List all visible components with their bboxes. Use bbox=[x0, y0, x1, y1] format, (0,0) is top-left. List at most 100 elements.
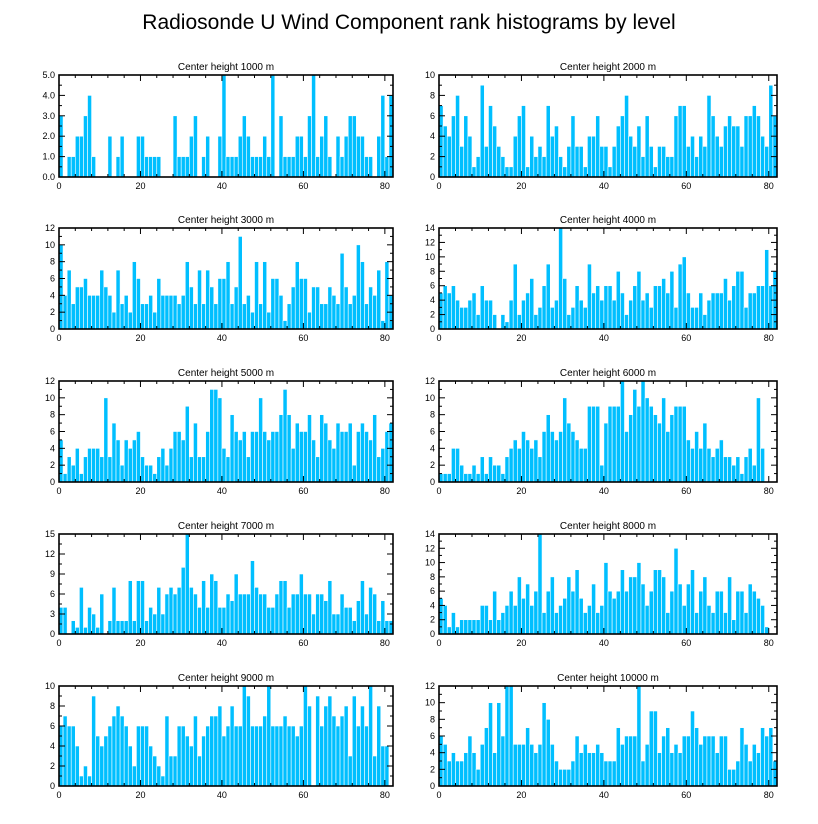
bar bbox=[79, 286, 84, 330]
bar bbox=[636, 685, 642, 787]
bar bbox=[562, 278, 568, 330]
bar bbox=[282, 580, 288, 635]
bar bbox=[176, 431, 182, 483]
bar bbox=[731, 285, 737, 330]
bar bbox=[467, 473, 473, 483]
bar bbox=[241, 431, 247, 483]
bar bbox=[221, 607, 227, 635]
bar bbox=[484, 146, 489, 178]
bar bbox=[558, 431, 563, 483]
y-tick-label: 2 bbox=[430, 615, 435, 625]
bar bbox=[661, 146, 667, 178]
bar bbox=[677, 583, 683, 635]
bar bbox=[347, 755, 353, 787]
bar bbox=[262, 593, 268, 635]
bar bbox=[103, 735, 109, 787]
bar bbox=[566, 422, 572, 483]
panel-3: Center height 3000 m 0 20 40 60 80 0 2 4 6 8 10 12 bbox=[45, 215, 394, 343]
bar bbox=[451, 285, 456, 330]
bar bbox=[562, 769, 568, 787]
bar bbox=[751, 590, 757, 635]
bar bbox=[168, 295, 174, 330]
x-tick-label: 0 bbox=[56, 638, 61, 648]
bar bbox=[193, 715, 198, 787]
bar bbox=[694, 156, 699, 178]
bar bbox=[739, 727, 745, 787]
bar bbox=[529, 605, 535, 635]
bar bbox=[525, 292, 530, 330]
bar bbox=[455, 626, 460, 635]
bar bbox=[380, 448, 386, 483]
bar bbox=[492, 125, 498, 178]
bar bbox=[95, 448, 101, 483]
bar bbox=[360, 422, 365, 483]
bar bbox=[636, 125, 642, 178]
bar bbox=[582, 307, 588, 330]
bar bbox=[107, 295, 113, 330]
bar bbox=[471, 464, 477, 483]
bar bbox=[517, 448, 522, 483]
bar bbox=[278, 295, 284, 330]
bar bbox=[615, 125, 621, 178]
bar bbox=[648, 590, 654, 635]
bar bbox=[241, 115, 247, 178]
y-tick-label: 10 bbox=[425, 252, 435, 262]
bar bbox=[368, 156, 373, 178]
bar bbox=[467, 735, 473, 787]
bar bbox=[356, 431, 361, 483]
bar bbox=[278, 725, 284, 787]
bar bbox=[66, 156, 72, 178]
y-tick-label: 10 bbox=[425, 393, 435, 403]
bar bbox=[107, 456, 113, 483]
bar bbox=[368, 587, 373, 635]
bar bbox=[327, 439, 333, 483]
bar bbox=[686, 583, 691, 635]
bar bbox=[372, 593, 378, 635]
bar bbox=[213, 715, 219, 787]
bar bbox=[201, 735, 206, 787]
bar bbox=[376, 620, 382, 635]
bar bbox=[718, 292, 724, 330]
bar bbox=[756, 285, 761, 330]
bar bbox=[718, 146, 724, 178]
bar bbox=[504, 605, 510, 635]
bar bbox=[673, 744, 679, 787]
bar bbox=[111, 587, 117, 635]
bar bbox=[172, 115, 178, 178]
bar bbox=[640, 583, 646, 635]
bar bbox=[254, 587, 259, 635]
bar bbox=[723, 456, 728, 483]
bar bbox=[303, 685, 308, 787]
bar bbox=[209, 573, 215, 635]
bar bbox=[508, 590, 514, 635]
bar bbox=[111, 422, 117, 483]
bar bbox=[657, 422, 662, 483]
bar bbox=[70, 303, 76, 330]
y-tick-label: 2 bbox=[430, 152, 435, 162]
bar bbox=[500, 612, 506, 635]
y-tick-label: 4.0 bbox=[42, 90, 55, 100]
bar bbox=[714, 135, 720, 178]
panel-title: Center height 3000 m bbox=[178, 215, 274, 226]
bar bbox=[372, 295, 378, 330]
bar bbox=[756, 752, 761, 787]
bar bbox=[578, 299, 584, 330]
bar bbox=[160, 613, 166, 635]
bar bbox=[591, 135, 596, 178]
bar bbox=[111, 715, 117, 787]
bar bbox=[690, 710, 695, 787]
bar bbox=[156, 587, 162, 635]
bar bbox=[184, 405, 190, 483]
bar bbox=[517, 744, 522, 787]
bar bbox=[221, 448, 227, 483]
bar bbox=[197, 456, 202, 483]
y-tick-label: 8 bbox=[430, 714, 435, 724]
bar bbox=[331, 613, 337, 635]
y-tick-label: 2 bbox=[430, 310, 435, 320]
bar bbox=[628, 299, 634, 330]
bar bbox=[335, 135, 341, 178]
bar bbox=[661, 735, 667, 787]
bar bbox=[764, 146, 770, 178]
bar bbox=[237, 236, 243, 330]
bar bbox=[578, 752, 584, 787]
